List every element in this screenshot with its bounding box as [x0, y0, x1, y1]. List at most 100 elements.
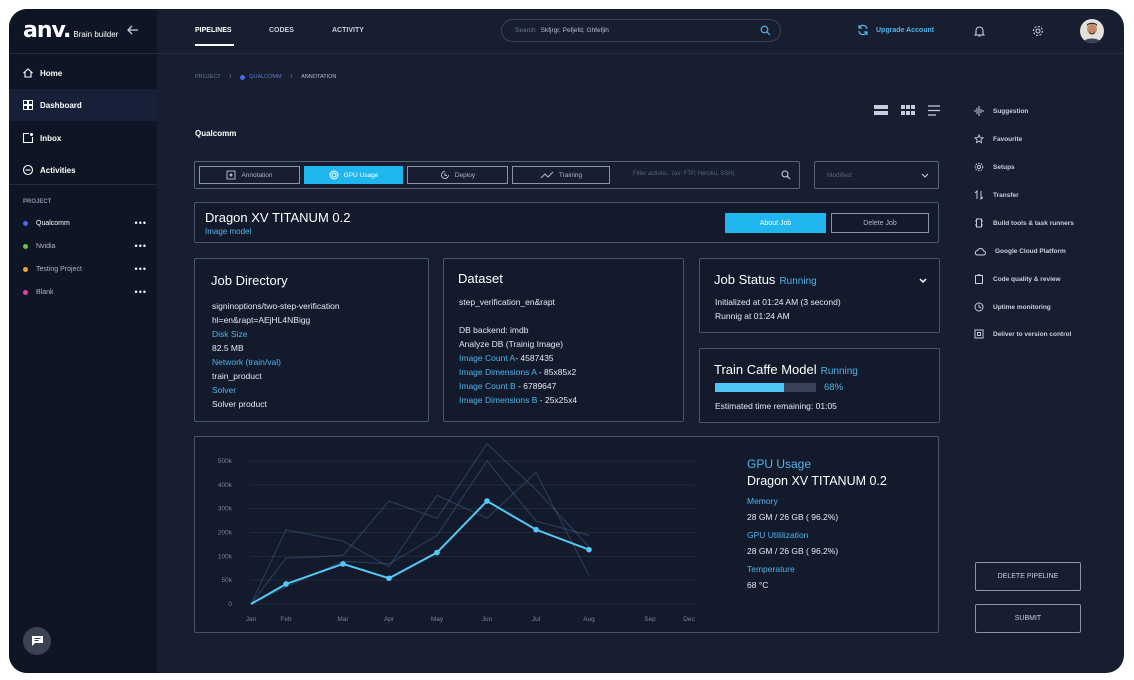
progress-bar: [715, 383, 816, 392]
project-item-qualcomm[interactable]: Qualcomm •••: [23, 216, 147, 230]
deploy-button[interactable]: Deploy: [407, 166, 508, 184]
data-point: [586, 546, 592, 553]
right-item-label: Google Cloud Platform: [995, 247, 1066, 255]
estimated-time: Estimated time remaining: 01:05: [715, 401, 837, 411]
project-label: Blank: [36, 288, 54, 296]
filter-actions-input[interactable]: Filter actions.. (ex: FTP, Heroku, SSH): [633, 171, 735, 177]
sidebar-item-inbox[interactable]: Inbox: [9, 122, 157, 154]
disk-size-label[interactable]: Disk Size: [212, 329, 248, 339]
y-tick-label: 500k: [218, 458, 233, 465]
annotation-button[interactable]: Annotation: [199, 166, 300, 184]
gear-icon[interactable]: [1032, 25, 1044, 37]
submit-button[interactable]: SUBMIT: [975, 604, 1081, 633]
project-item-nvidia[interactable]: Nvidia •••: [23, 239, 147, 253]
grid-view-icon[interactable]: [901, 105, 915, 116]
solver-label[interactable]: Solver: [212, 385, 237, 395]
image-dim-a-label[interactable]: Image Dimensions A: [459, 367, 537, 377]
breadcrumb-root[interactable]: PROJECT: [195, 74, 221, 80]
gpu-target-icon: [329, 170, 339, 180]
right-item-label: Deliver to version control: [993, 330, 1072, 338]
y-tick-label: 50k: [222, 577, 233, 584]
card-title: Train Caffe Model Running: [714, 362, 858, 377]
chat-button[interactable]: [23, 627, 51, 655]
network-label[interactable]: Network (train/val): [212, 357, 281, 367]
search-icon[interactable]: [781, 170, 791, 180]
chevron-down-icon[interactable]: [919, 278, 927, 284]
delete-job-button[interactable]: Delete Job: [831, 213, 929, 233]
path-line: hl=en&rapt=AEjHL4NBigg: [212, 315, 311, 325]
right-item-build-tools[interactable]: Build tools & task runners: [974, 216, 1124, 230]
sort-select[interactable]: Modified: [814, 161, 939, 189]
right-item-label: Favourite: [993, 135, 1023, 143]
sidebar-item-home[interactable]: Home: [9, 57, 157, 89]
right-item-label: Build tools & task runners: [993, 219, 1074, 227]
more-icon[interactable]: •••: [134, 218, 147, 228]
sidebar-item-activities[interactable]: Activities: [9, 154, 157, 186]
right-item-transfer[interactable]: Transfer: [974, 188, 1124, 202]
project-item-blank[interactable]: Blank •••: [23, 285, 147, 299]
arrow-left-icon[interactable]: [126, 23, 140, 37]
progress-fill: [715, 383, 784, 392]
breadcrumb-current: ANNOTATION: [301, 74, 337, 80]
status-badge: Running: [820, 366, 858, 377]
gear-icon: [974, 162, 984, 172]
x-tick-label: Mar: [337, 616, 349, 623]
build-icon: [975, 218, 983, 228]
series-line: [250, 499, 590, 605]
right-item-label: Setups: [993, 163, 1015, 171]
menu-view-icon[interactable]: [927, 105, 941, 116]
gpu-title: GPU Usage: [747, 457, 812, 471]
pipeline-toolbar: Annotation GPU Usage Deploy Training Fil…: [194, 161, 800, 189]
breadcrumb-project[interactable]: QUALCOMM: [249, 74, 282, 80]
delete-pipeline-button[interactable]: DELETE PIPELINE: [975, 562, 1081, 591]
project-item-testing[interactable]: Testing Project •••: [23, 262, 147, 276]
more-icon[interactable]: •••: [134, 241, 147, 251]
project-label: Qualcomm: [36, 219, 70, 227]
right-item-suggestion[interactable]: Suggestion: [974, 104, 1124, 118]
card-title: Dataset: [458, 271, 503, 286]
image-count-b-label[interactable]: Image Count B: [459, 381, 516, 391]
x-tick-label: Feb: [280, 616, 292, 623]
tab-codes[interactable]: CODES: [269, 27, 294, 34]
annotation-label: Annotation: [241, 171, 273, 179]
right-item-google-cloud[interactable]: Google Cloud Platform: [974, 244, 1124, 258]
user-photo: [1083, 22, 1101, 43]
job-title: Dragon XV TITANUM 0.2: [205, 210, 351, 225]
data-point: [283, 581, 289, 587]
search-input[interactable]: Search Skfjrgr, Pefjefd, Ghfefjih: [501, 19, 781, 42]
search-icon[interactable]: [760, 25, 771, 36]
tab-pipelines[interactable]: PIPELINES: [195, 27, 234, 46]
image-count-a-label[interactable]: Image Count A: [459, 353, 516, 363]
more-icon[interactable]: •••: [134, 264, 147, 274]
avatar[interactable]: [1080, 19, 1104, 43]
upgrade-account-button[interactable]: Upgrade Account: [857, 24, 934, 36]
right-item-code-quality[interactable]: Code quality & review: [974, 272, 1124, 286]
search-label: Search: [515, 27, 536, 34]
memory-label: Memory: [747, 496, 778, 506]
right-item-deliver[interactable]: Deliver to version control: [974, 327, 1124, 341]
bell-icon[interactable]: [974, 25, 985, 37]
right-item-favourite[interactable]: Favourite: [974, 132, 1124, 146]
image-dim-b-label[interactable]: Image Dimensions B: [459, 395, 538, 405]
gpu-usage-button[interactable]: GPU Usage: [304, 166, 403, 184]
search-value: Skfjrgr, Pefjefd, Ghfefjih: [540, 27, 609, 34]
gpu-usage-chart-card: 500k 400k 300k 200k 100k 50k 0 Jan Feb Mar Apr May J…: [194, 436, 939, 633]
right-item-setups[interactable]: Setups: [974, 160, 1124, 174]
job-header: Dragon XV TITANUM 0.2 Image model About …: [194, 202, 939, 243]
more-icon[interactable]: •••: [134, 287, 147, 297]
job-subtitle[interactable]: Image model: [205, 227, 252, 236]
dataset-name: step_verification_en&rapt: [459, 297, 555, 307]
y-tick-label: 200k: [218, 530, 233, 537]
tab-activity[interactable]: ACTIVITY: [332, 27, 364, 34]
about-job-button[interactable]: About Job: [725, 213, 826, 233]
job-status-title: Job Status: [714, 272, 776, 287]
training-button[interactable]: Training: [512, 166, 610, 184]
list-view-icon[interactable]: [874, 105, 888, 116]
dataset-card: Dataset step_verification_en&rapt DB bac…: [443, 258, 684, 422]
sidebar-item-dashboard[interactable]: Dashboard: [9, 89, 157, 121]
utilization-label: GPU Utililization: [747, 530, 809, 540]
x-tick-label: Jun: [482, 616, 493, 623]
right-item-label: Code quality & review: [993, 275, 1061, 283]
right-item-uptime[interactable]: Uptime monitoring: [974, 300, 1124, 314]
annotation-icon: [226, 170, 236, 180]
